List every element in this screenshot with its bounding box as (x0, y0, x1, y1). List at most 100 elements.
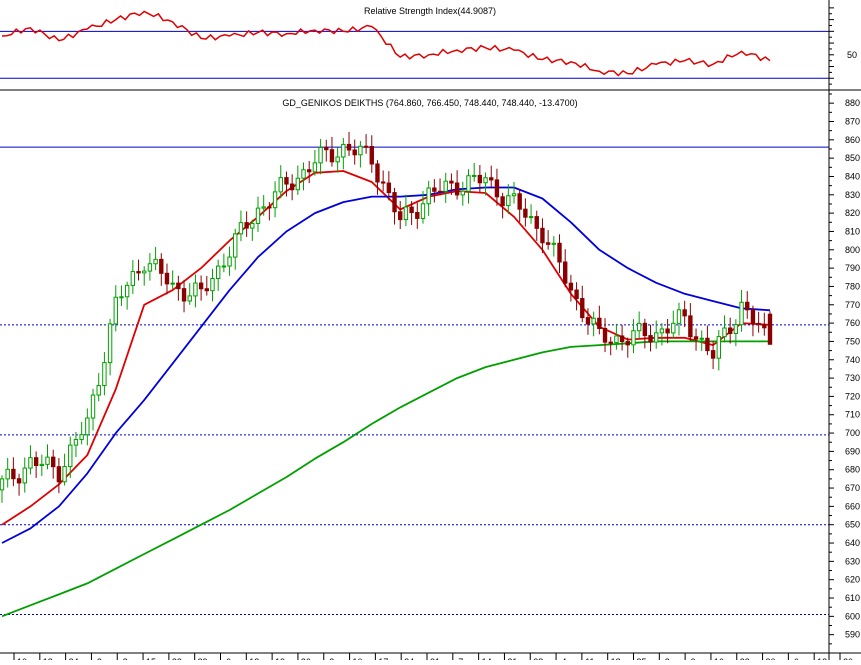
candle-body (33, 457, 39, 466)
rsi-series-line (1, 10, 771, 77)
candle-body (602, 327, 608, 343)
candle-body (574, 289, 579, 300)
price-title: GD_GENIKOS DEIKTHS (764.860, 766.450, 74… (282, 98, 577, 108)
candle-body (284, 177, 289, 185)
candle-body (756, 322, 761, 325)
candle-body (85, 417, 90, 436)
price-tick-label: 670 (845, 483, 860, 493)
rsi-axis-label: 50 (847, 50, 857, 60)
candle-body (500, 196, 505, 207)
candle-body (107, 323, 113, 364)
candle-body (73, 438, 79, 446)
candle-body (369, 146, 374, 165)
candle-body (614, 335, 619, 344)
candle-body (62, 466, 67, 483)
price-tick-label: 840 (845, 171, 860, 181)
candle-body (318, 146, 323, 164)
price-tick-label: 750 (845, 336, 860, 346)
candle-body (68, 444, 73, 468)
candle-body (142, 270, 147, 274)
candle-body (676, 309, 682, 324)
candle-body (540, 227, 545, 244)
candle-body (648, 335, 653, 343)
candle-body (193, 282, 198, 297)
candle-body (147, 263, 153, 272)
price-tick-label: 660 (845, 501, 860, 511)
candle-body (454, 182, 460, 196)
candle-body (267, 206, 272, 209)
candle-body (187, 295, 192, 302)
price-tick-label: 600 (845, 611, 860, 621)
candle-body (181, 288, 187, 302)
price-tick-label: 720 (845, 391, 860, 401)
candle-body (56, 466, 62, 483)
candle-body (278, 177, 283, 193)
candle-body (523, 208, 528, 218)
candle-body (272, 191, 278, 209)
candle-body (159, 258, 164, 274)
candle-body (153, 258, 158, 265)
candle-body (380, 181, 386, 184)
candle-body (335, 156, 340, 163)
candle-body (762, 323, 767, 329)
candle-body (688, 315, 693, 338)
price-tick-label: 680 (845, 465, 860, 475)
candle-body (477, 174, 483, 184)
price-tick-label: 850 (845, 153, 860, 163)
candle-body (363, 145, 369, 148)
price-tick-label: 620 (845, 575, 860, 585)
candle-body (227, 256, 232, 267)
price-tick-label: 710 (845, 410, 860, 420)
candle-body (210, 277, 215, 292)
candle-body (244, 222, 249, 229)
candle-body (631, 330, 636, 346)
price-tick-label: 590 (845, 630, 860, 640)
candle-body (659, 328, 665, 334)
candle-body (164, 272, 170, 285)
candle-body (102, 362, 107, 387)
candle-body (557, 242, 562, 263)
candle-body (710, 350, 716, 359)
rsi-title: Relative Strength Index(44.9087) (364, 6, 496, 16)
price-tick-label: 790 (845, 263, 860, 273)
candle-body (460, 190, 465, 196)
candle-body (654, 332, 659, 343)
candle-body (130, 271, 136, 286)
price-tick-label: 770 (845, 300, 860, 310)
candle-body (636, 322, 642, 332)
price-tick-label: 760 (845, 318, 860, 328)
candle-body (324, 146, 329, 151)
candle-body (392, 192, 397, 213)
price-tick-label: 800 (845, 245, 860, 255)
candle-body (642, 322, 648, 337)
candle-body (51, 456, 56, 468)
candle-body (671, 322, 676, 334)
candle-body (176, 282, 181, 290)
candle-body (471, 174, 477, 177)
candle-body (619, 335, 625, 343)
candle-body (329, 149, 335, 163)
candle-body (437, 190, 443, 193)
ma-long-line (1, 340, 770, 618)
rsi-panel: Relative Strength Index(44.9087) 50 (0, 6, 861, 91)
candle-body (170, 282, 175, 285)
candle-body (198, 282, 204, 290)
candle-body (597, 317, 602, 329)
candle-body (722, 327, 727, 338)
candle-body (551, 242, 557, 245)
candle-body (113, 296, 118, 325)
candle-body (312, 162, 318, 173)
price-panel: GD_GENIKOS DEIKTHS (764.860, 766.450, 74… (0, 93, 860, 645)
candle-body (221, 265, 227, 268)
candle-body (295, 177, 301, 191)
candle-body (580, 298, 585, 319)
candle-body (398, 211, 403, 221)
candle-body (449, 180, 454, 184)
price-tick-label: 830 (845, 190, 860, 200)
price-tick-label: 700 (845, 428, 860, 438)
candle-body (346, 143, 352, 151)
candle-body (466, 175, 471, 192)
